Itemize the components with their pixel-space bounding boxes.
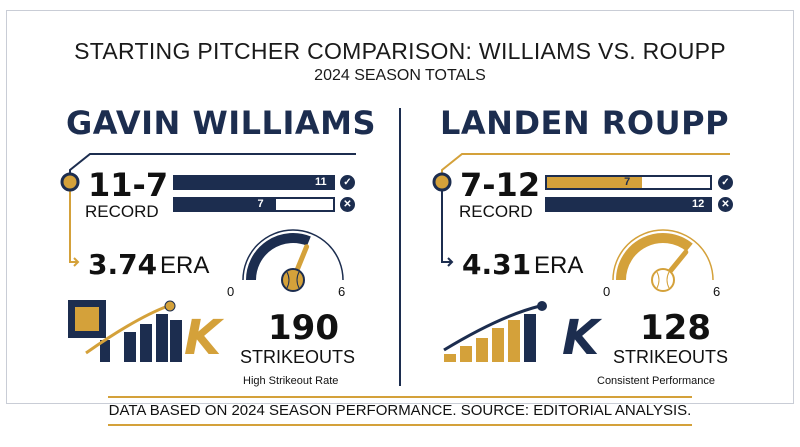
page-title: STARTING PITCHER COMPARISON: WILLIAMS VS… xyxy=(74,38,726,64)
record-label-roupp: RECORD xyxy=(459,202,533,221)
strikeout-graphic-roupp xyxy=(443,301,547,362)
baseball-icon xyxy=(164,300,176,312)
era-label-roupp: ERA xyxy=(534,252,584,279)
record-value-roupp: 7-12 xyxy=(460,166,541,204)
wins-bar-value: 11 xyxy=(315,176,327,188)
record-label-williams: RECORD xyxy=(85,202,159,221)
baseball-icon xyxy=(651,268,675,292)
footer-source: DATA BASED ON 2024 SEASON PERFORMANCE. S… xyxy=(108,402,692,419)
player-name-roupp: LANDEN ROUPP xyxy=(440,104,730,142)
strikeouts-label-roupp: STRIKEOUTS xyxy=(613,347,729,367)
era-gauge-roupp xyxy=(612,229,714,292)
wins-bar-value: 7 xyxy=(624,176,631,188)
baseball-icon xyxy=(537,301,547,311)
footer-bottom-rule xyxy=(108,424,692,426)
page-subtitle: 2024 SEASON TOTALS xyxy=(314,67,486,84)
era-label-williams: ERA xyxy=(160,252,210,279)
strikeouts-value-roupp: 128 xyxy=(640,308,711,348)
gauge-max-williams: 6 xyxy=(338,284,346,299)
center-divider xyxy=(399,108,401,386)
connector-line-roupp xyxy=(432,153,730,267)
strikeout-graphic-williams xyxy=(68,300,182,362)
era-gauge-williams xyxy=(242,229,344,292)
wins-bar-williams: 11 xyxy=(173,175,335,190)
player-name-williams: GAVIN WILLIAMS xyxy=(66,104,376,142)
losses-bar-roupp: 12 xyxy=(545,197,712,212)
wins-bar-fill xyxy=(547,177,643,188)
wins-bar-fill xyxy=(175,177,333,188)
losses-bar-fill xyxy=(175,199,276,210)
wins-bar-roupp: 7 xyxy=(545,175,712,190)
k-logo-roupp: K xyxy=(562,310,600,366)
x-icon: ✕ xyxy=(718,197,733,212)
era-value-williams: 3.74 xyxy=(88,248,158,281)
gauge-min-roupp: 0 xyxy=(603,284,611,299)
record-value-williams: 11-7 xyxy=(88,166,169,204)
losses-bar-fill xyxy=(547,199,710,210)
footer-top-rule xyxy=(108,396,692,398)
check-icon: ✓ xyxy=(718,175,733,190)
losses-bar-value: 7 xyxy=(257,198,264,210)
note-williams: High Strikeout Rate xyxy=(243,375,339,387)
gauge-max-roupp: 6 xyxy=(713,284,721,299)
losses-bar-value: 12 xyxy=(692,198,705,210)
era-value-roupp: 4.31 xyxy=(462,248,532,281)
losses-bar-williams: 7 xyxy=(173,197,335,212)
connector-line-williams xyxy=(60,153,356,267)
infographic-frame xyxy=(6,10,794,404)
strikeouts-value-williams: 190 xyxy=(268,308,339,348)
note-roupp: Consistent Performance xyxy=(597,375,715,387)
strikeouts-label-williams: STRIKEOUTS xyxy=(240,347,356,367)
baseball-icon xyxy=(281,268,305,292)
gauge-min-williams: 0 xyxy=(227,284,235,299)
check-icon: ✓ xyxy=(340,175,355,190)
x-icon: ✕ xyxy=(340,197,355,212)
k-logo-williams: K xyxy=(184,310,222,366)
